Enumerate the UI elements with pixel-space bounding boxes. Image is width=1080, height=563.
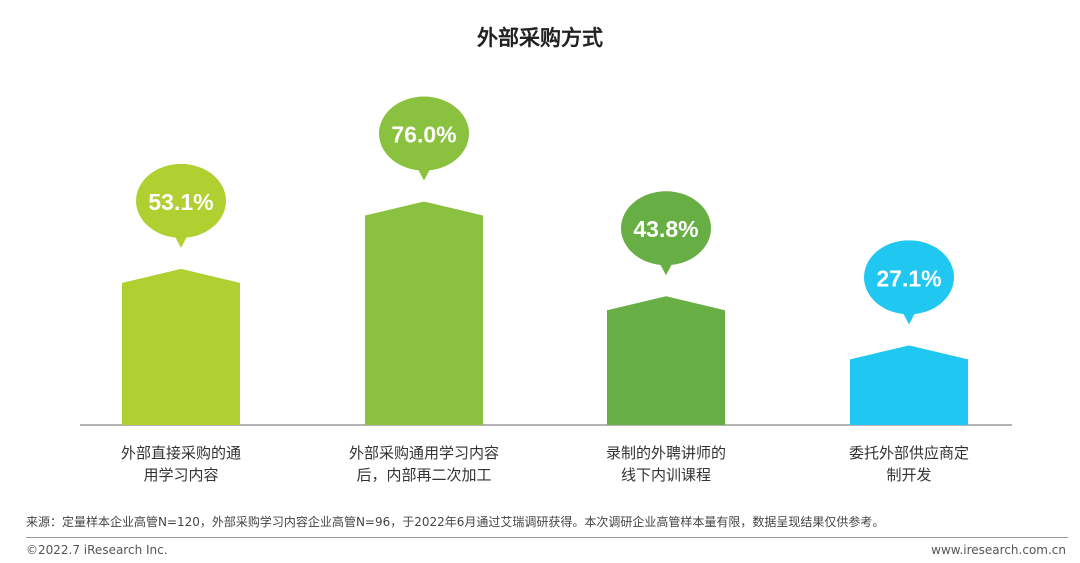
bubble-2: [379, 96, 469, 171]
bubble-pointer-2: [416, 165, 432, 181]
bar-2: [365, 201, 483, 425]
category-label-4-line-2: 制开发: [886, 466, 931, 484]
footer-divider: [26, 537, 1068, 538]
bar-4: [850, 345, 968, 425]
data-label-3: 43.8%: [633, 216, 698, 242]
category-label-1-line-1: 外部直接采购的通: [121, 444, 241, 462]
bubble-1: [136, 163, 226, 238]
category-label-4-line-1: 委托外部供应商定: [849, 444, 969, 462]
category-label-1-line-2: 用学习内容: [143, 466, 218, 484]
copyright-text: ©2022.7 iResearch Inc.: [26, 543, 168, 557]
bubble-4: [864, 240, 954, 315]
data-label-1: 53.1%: [148, 189, 213, 215]
bubble-pointer-3: [658, 260, 674, 276]
bubble-pointer-1: [173, 232, 189, 248]
category-label-2-line-1: 外部采购通用学习内容: [349, 444, 499, 462]
source-note: 来源：定量样本企业高管N=120，外部采购学习内容企业高管N=96，于2022年…: [26, 515, 885, 529]
bar-3: [607, 296, 725, 425]
category-label-2-line-2: 后，内部再二次加工: [356, 466, 491, 484]
bar-1: [122, 268, 240, 425]
bubble-pointer-4: [901, 309, 917, 325]
data-label-2: 76.0%: [391, 122, 456, 148]
data-label-4: 27.1%: [876, 265, 941, 291]
category-label-3-line-2: 线下内训课程: [621, 466, 711, 484]
chart-title: 外部采购方式: [477, 26, 603, 50]
category-label-3-line-1: 录制的外聘讲师的: [606, 444, 726, 462]
website-link[interactable]: www.iresearch.com.cn: [931, 543, 1066, 557]
bubble-3: [621, 191, 711, 266]
